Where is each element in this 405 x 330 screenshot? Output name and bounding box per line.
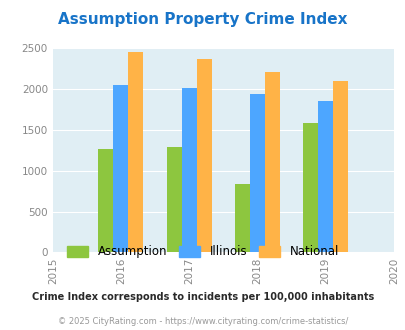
Bar — [196, 59, 211, 252]
Bar — [264, 72, 279, 252]
Legend: Assumption, Illinois, National: Assumption, Illinois, National — [62, 241, 343, 263]
Bar — [332, 81, 347, 252]
Bar — [181, 88, 196, 252]
Bar — [98, 148, 113, 252]
Bar — [303, 123, 318, 252]
Bar — [128, 52, 143, 252]
Text: © 2025 CityRating.com - https://www.cityrating.com/crime-statistics/: © 2025 CityRating.com - https://www.city… — [58, 317, 347, 326]
Bar — [234, 184, 249, 252]
Bar — [113, 85, 128, 252]
Text: Crime Index corresponds to incidents per 100,000 inhabitants: Crime Index corresponds to incidents per… — [32, 292, 373, 302]
Text: Assumption Property Crime Index: Assumption Property Crime Index — [58, 12, 347, 26]
Bar — [166, 147, 181, 252]
Bar — [249, 94, 264, 252]
Bar — [318, 101, 332, 252]
